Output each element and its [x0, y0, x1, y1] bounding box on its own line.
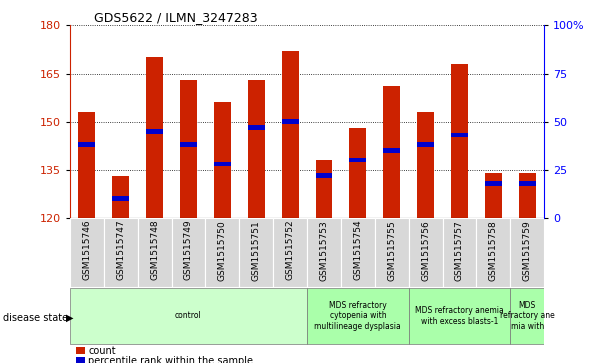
Text: GSM1515757: GSM1515757 — [455, 220, 464, 281]
Bar — [409, 288, 510, 344]
Text: GSM1515754: GSM1515754 — [353, 220, 362, 281]
Bar — [70, 218, 104, 287]
Bar — [485, 181, 502, 185]
Text: GSM1515749: GSM1515749 — [184, 220, 193, 281]
Text: GSM1515759: GSM1515759 — [523, 220, 532, 281]
Bar — [443, 218, 477, 287]
Bar — [316, 160, 333, 218]
Bar — [451, 132, 468, 138]
Bar — [112, 176, 129, 218]
Bar — [409, 218, 443, 287]
Text: GSM1515753: GSM1515753 — [319, 220, 328, 281]
Text: GSM1515758: GSM1515758 — [489, 220, 498, 281]
Bar — [510, 288, 544, 344]
Text: control: control — [175, 311, 202, 320]
Bar — [146, 57, 163, 218]
Bar — [180, 142, 197, 147]
Bar — [417, 142, 434, 147]
Bar — [350, 128, 366, 218]
Bar — [214, 162, 231, 166]
Bar — [307, 288, 409, 344]
Bar — [341, 218, 375, 287]
Text: MDS
refractory ane
mia with: MDS refractory ane mia with — [500, 301, 554, 331]
Text: GSM1515748: GSM1515748 — [150, 220, 159, 281]
Text: GSM1515751: GSM1515751 — [252, 220, 261, 281]
Bar — [70, 288, 307, 344]
Bar — [282, 119, 299, 124]
Text: MDS refractory anemia
with excess blasts-1: MDS refractory anemia with excess blasts… — [415, 306, 504, 326]
Text: GSM1515756: GSM1515756 — [421, 220, 430, 281]
Bar — [248, 80, 264, 218]
Bar — [240, 218, 273, 287]
Bar — [451, 64, 468, 218]
Bar — [307, 218, 341, 287]
Bar — [78, 112, 95, 218]
Bar — [383, 148, 400, 153]
Bar — [146, 129, 163, 134]
Bar — [350, 158, 366, 163]
Bar — [519, 173, 536, 218]
Bar — [477, 218, 510, 287]
Bar — [485, 173, 502, 218]
Text: GDS5622 / ILMN_3247283: GDS5622 / ILMN_3247283 — [94, 11, 257, 24]
Text: count: count — [88, 346, 116, 356]
Bar — [171, 218, 206, 287]
Text: disease state: disease state — [3, 313, 68, 323]
Text: GSM1515755: GSM1515755 — [387, 220, 396, 281]
Bar — [417, 112, 434, 218]
Text: MDS refractory
cytopenia with
multilineage dysplasia: MDS refractory cytopenia with multilinea… — [314, 301, 401, 331]
Text: GSM1515747: GSM1515747 — [116, 220, 125, 281]
Bar — [273, 218, 307, 287]
Bar — [519, 181, 536, 185]
Text: GSM1515746: GSM1515746 — [82, 220, 91, 281]
Bar — [180, 80, 197, 218]
Bar — [248, 125, 264, 130]
Bar — [316, 173, 333, 178]
Bar — [375, 218, 409, 287]
Bar — [78, 142, 95, 147]
Bar — [282, 51, 299, 218]
Text: GSM1515750: GSM1515750 — [218, 220, 227, 281]
Bar — [383, 86, 400, 218]
Text: GSM1515752: GSM1515752 — [286, 220, 295, 281]
Bar — [137, 218, 171, 287]
Bar — [214, 102, 231, 218]
Bar — [510, 218, 544, 287]
Bar — [104, 218, 137, 287]
Text: ▶: ▶ — [66, 313, 73, 323]
Text: percentile rank within the sample: percentile rank within the sample — [88, 356, 253, 363]
Bar — [206, 218, 240, 287]
Bar — [112, 196, 129, 201]
